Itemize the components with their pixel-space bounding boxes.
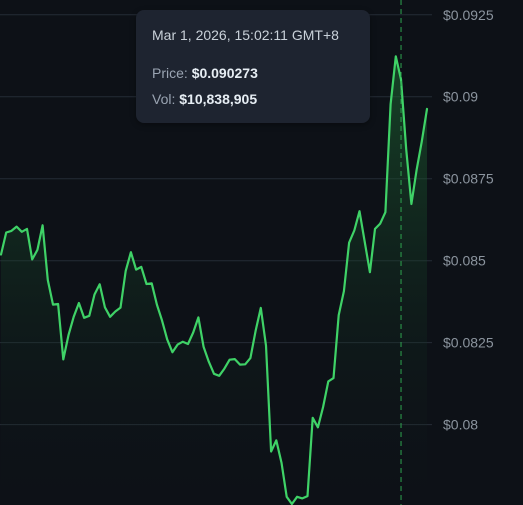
tooltip-price-row: Price: $0.090273 (152, 60, 354, 86)
price-area (1, 56, 427, 505)
y-tick-label: $0.0875 (443, 171, 494, 187)
y-tick-label: $0.0925 (443, 7, 494, 23)
y-tick-label: $0.09 (443, 89, 478, 105)
tooltip-time: Mar 1, 2026, 15:02:11 GMT+8 (152, 27, 339, 43)
price-tooltip: Mar 1, 2026, 15:02:11 GMT+8 Price: $0.09… (136, 10, 370, 123)
y-tick-label: $0.08 (443, 417, 478, 433)
tooltip-vol-label: Vol: (152, 91, 176, 107)
tooltip-price-value: $0.090273 (191, 65, 258, 81)
y-tick-label: $0.0825 (443, 335, 494, 351)
tooltip-price-label: Price: (152, 65, 188, 81)
tooltip-vol-value: $10,838,905 (179, 91, 258, 107)
price-line (0, 55, 429, 505)
y-tick-label: $0.085 (443, 253, 486, 269)
tooltip-vol-row: Vol: $10,838,905 (152, 86, 354, 112)
